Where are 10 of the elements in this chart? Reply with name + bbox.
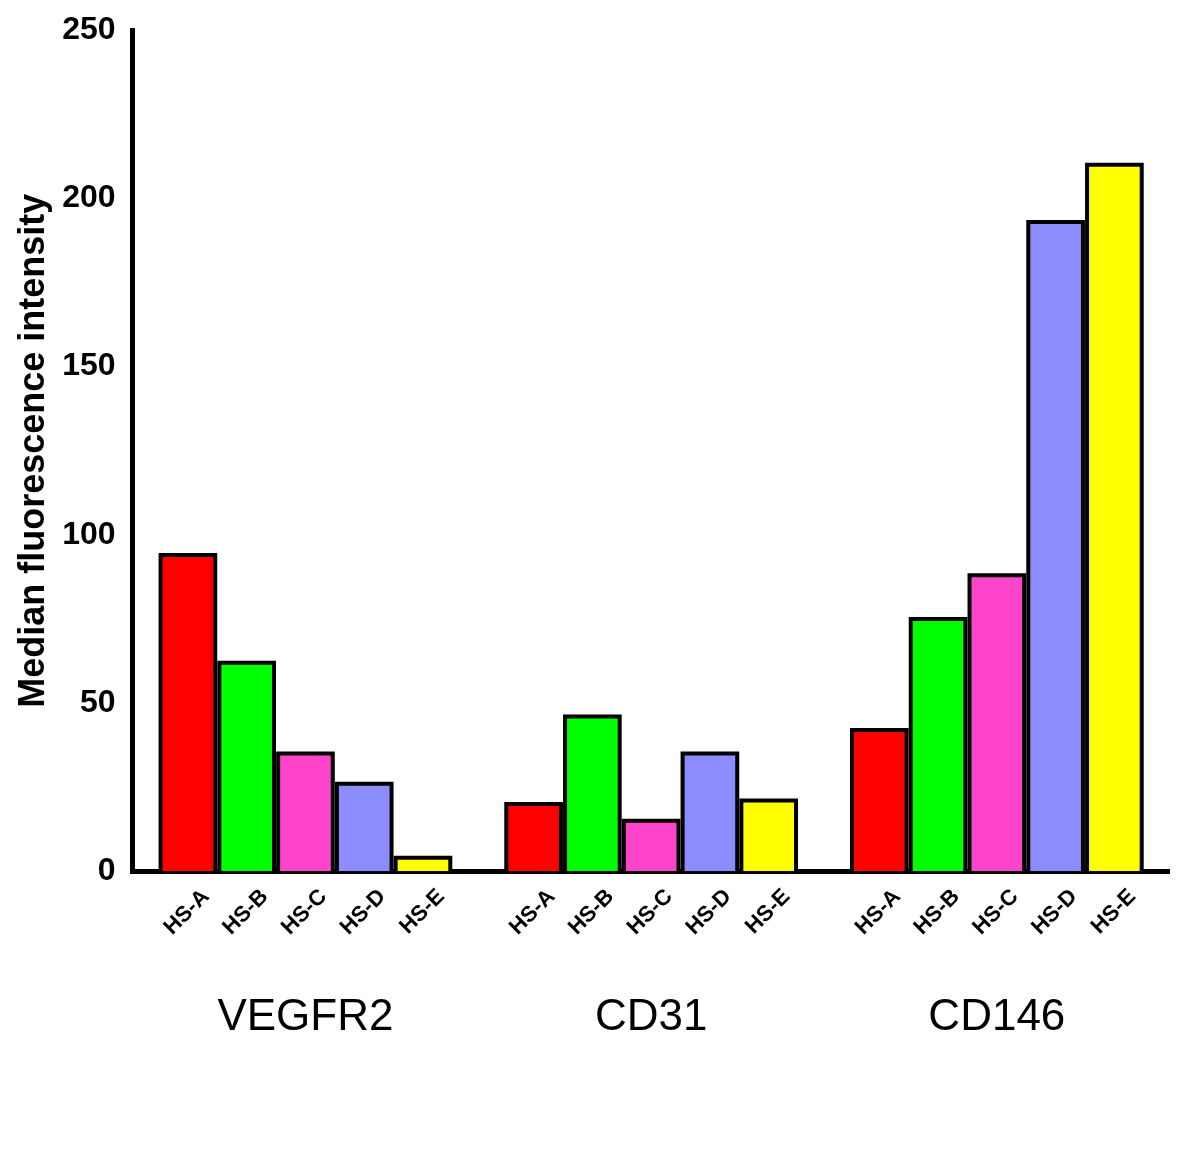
y-tick-label: 0	[97, 851, 116, 888]
x-tick-label: CD146	[928, 989, 1066, 1039]
y-tick-label: 50	[80, 682, 116, 719]
y-tick-label: 250	[62, 10, 116, 47]
y-tick-label: 100	[62, 514, 116, 551]
y-tick-label: 200	[62, 178, 116, 215]
y-tick-label: 150	[62, 346, 116, 383]
x-tick-label: CD31	[594, 989, 708, 1039]
x-tick-label: VEGFR2	[217, 989, 394, 1039]
y-axis-title: Median fluorescence intensity	[10, 193, 52, 708]
